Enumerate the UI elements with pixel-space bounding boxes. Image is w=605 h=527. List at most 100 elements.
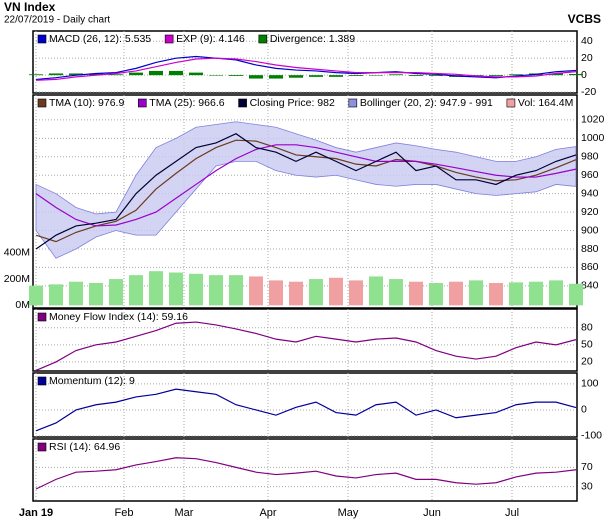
bar [49, 73, 63, 76]
bar [329, 75, 343, 77]
legend-label: EXP (9): 4.146 [176, 33, 245, 45]
subtitle: 22/07/2019 - Daily chart [4, 15, 110, 26]
line [35, 321, 577, 371]
bar [389, 279, 403, 306]
y-tick-label: 50 [581, 339, 593, 351]
bar [289, 75, 303, 78]
bar [189, 72, 203, 76]
x-tick-label: Jun [423, 507, 441, 519]
bar [369, 75, 383, 76]
y-tick-label: 40 [581, 35, 593, 47]
bar [209, 275, 223, 306]
y-tick-label: 20 [581, 356, 593, 368]
line [35, 144, 577, 227]
legend-swatch [506, 98, 516, 108]
legend-swatch [37, 442, 47, 452]
bar [349, 280, 363, 306]
x-tick-label: Jan 19 [19, 507, 53, 519]
bar [329, 277, 343, 306]
y-tick-label: 20 [581, 52, 593, 64]
bar [509, 74, 523, 76]
bar [49, 284, 63, 306]
line [35, 55, 577, 81]
title: VN Index [4, 0, 56, 14]
y-tick-label: 30 [581, 480, 593, 492]
bar [409, 75, 423, 77]
bar [429, 75, 443, 77]
bar [569, 283, 583, 306]
legend-label: Divergence: 1.389 [270, 33, 355, 45]
bar [489, 283, 503, 306]
y-tick-label: 860 [581, 261, 599, 273]
y-tick-label: 1000 [581, 132, 605, 144]
bar [349, 75, 363, 77]
bar [309, 279, 323, 306]
legend-swatch [258, 34, 268, 44]
bar [149, 271, 163, 306]
y-tick-label: 80 [581, 322, 593, 334]
x-tick-label: May [338, 507, 359, 519]
legend-label: Closing Price: 982 [250, 97, 335, 109]
legend-label: Bollinger (20, 2): 947.9 - 991 [360, 97, 493, 109]
legend-swatch [164, 34, 174, 44]
y-tick-label: 840 [581, 280, 599, 292]
legend-label: RSI (14): 64.96 [49, 441, 120, 453]
bar [29, 74, 43, 76]
bar [109, 74, 123, 76]
y-tick-label: 0 [581, 404, 587, 416]
legend-label: Money Flow Index (14): 59.16 [49, 311, 188, 323]
y-tick-label: 980 [581, 151, 599, 163]
bar [29, 285, 43, 306]
bar [249, 276, 263, 306]
bar [269, 280, 283, 306]
y-tick-label: 0 [581, 69, 587, 81]
bar [229, 275, 243, 306]
y-tick-label: 70 [581, 461, 593, 473]
y-tick-label: 100 [581, 378, 599, 390]
brand: VCBS [568, 12, 601, 26]
bar [249, 75, 263, 79]
line [35, 57, 577, 81]
bar [449, 281, 463, 306]
bar [469, 280, 483, 306]
legend-label: TMA (10): 976.9 [49, 97, 124, 109]
x-tick-label: Feb [115, 507, 134, 519]
bar [309, 75, 323, 77]
bar [129, 275, 143, 306]
y-tick-label: 920 [581, 206, 599, 218]
bar [149, 70, 163, 76]
bar [189, 273, 203, 306]
y-tick-label: 880 [581, 243, 599, 255]
y-tick-label: 1020 [581, 114, 605, 126]
panel-frame [32, 94, 578, 309]
legend-label: TMA (25): 966.6 [149, 97, 224, 109]
bar [509, 282, 523, 306]
bar [169, 272, 183, 306]
bar [409, 281, 423, 306]
x-tick-label: Mar [175, 507, 194, 519]
line [35, 133, 577, 250]
y2-tick-label: 0M [15, 299, 30, 311]
bar [69, 73, 83, 76]
bar [209, 75, 223, 76]
bar [569, 73, 583, 76]
legend-label: MACD (26, 12): 5.535 [49, 33, 151, 45]
bar [269, 75, 283, 79]
line [35, 388, 577, 432]
y-tick-label: -100 [581, 430, 602, 442]
legend-label: Momentum (12): 9 [49, 375, 135, 387]
legend-swatch [238, 98, 247, 108]
bar [169, 70, 183, 76]
bar [549, 280, 563, 306]
y-tick-label: 940 [581, 187, 599, 199]
bar [89, 73, 103, 76]
bar [109, 279, 123, 306]
legend-swatch [37, 376, 47, 386]
bar [229, 75, 243, 77]
bar [529, 281, 543, 306]
x-tick-label: Apr [259, 507, 276, 519]
bar [369, 276, 383, 306]
x-tick-label: Jul [505, 507, 519, 519]
